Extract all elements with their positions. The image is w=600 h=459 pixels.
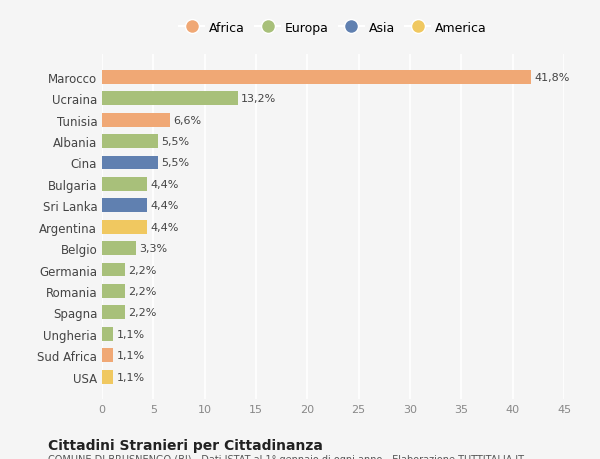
Text: 1,1%: 1,1% — [116, 329, 145, 339]
Text: 5,5%: 5,5% — [161, 158, 190, 168]
Bar — [102, 370, 113, 384]
Bar — [102, 71, 531, 84]
Bar — [102, 156, 158, 170]
Text: Cittadini Stranieri per Cittadinanza: Cittadini Stranieri per Cittadinanza — [48, 438, 323, 452]
Bar — [102, 220, 147, 234]
Text: 4,4%: 4,4% — [150, 222, 179, 232]
Text: 3,3%: 3,3% — [139, 244, 167, 253]
Text: 41,8%: 41,8% — [534, 73, 569, 83]
Text: 13,2%: 13,2% — [241, 94, 276, 104]
Bar — [102, 178, 147, 191]
Text: 2,2%: 2,2% — [128, 265, 156, 275]
Text: 1,1%: 1,1% — [116, 372, 145, 382]
Bar — [102, 348, 113, 362]
Bar — [102, 199, 147, 213]
Text: 6,6%: 6,6% — [173, 115, 201, 125]
Bar — [102, 113, 170, 127]
Text: 4,4%: 4,4% — [150, 201, 179, 211]
Legend: Africa, Europa, Asia, America: Africa, Europa, Asia, America — [174, 17, 492, 39]
Text: 1,1%: 1,1% — [116, 350, 145, 360]
Text: 4,4%: 4,4% — [150, 179, 179, 190]
Bar — [102, 306, 125, 319]
Bar — [102, 263, 125, 277]
Bar — [102, 135, 158, 149]
Text: 5,5%: 5,5% — [161, 137, 190, 147]
Bar — [102, 241, 136, 256]
Bar — [102, 327, 113, 341]
Text: COMUNE DI BRUSNENGO (BI) - Dati ISTAT al 1° gennaio di ogni anno - Elaborazione : COMUNE DI BRUSNENGO (BI) - Dati ISTAT al… — [48, 454, 524, 459]
Bar — [102, 92, 238, 106]
Text: 2,2%: 2,2% — [128, 286, 156, 296]
Text: 2,2%: 2,2% — [128, 308, 156, 318]
Bar — [102, 284, 125, 298]
